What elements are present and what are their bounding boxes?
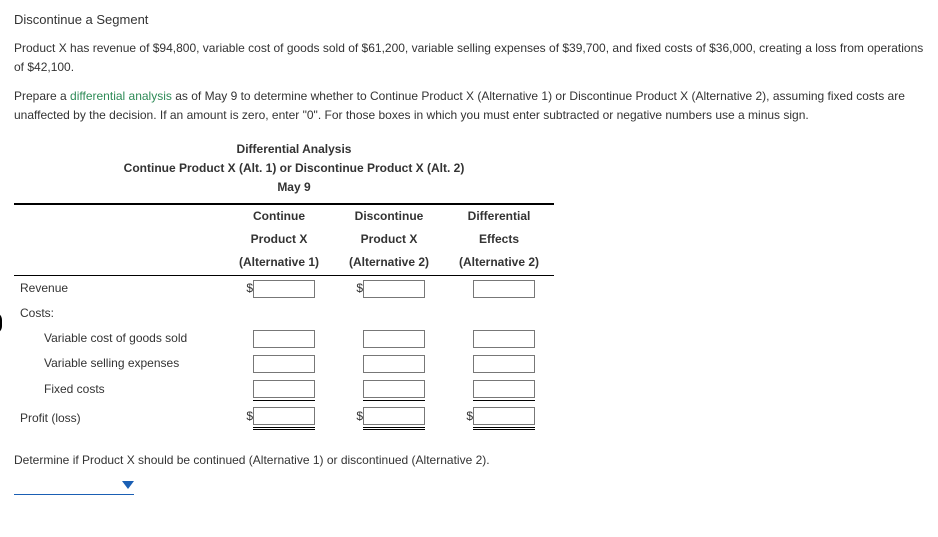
col2-line1: Discontinue xyxy=(334,204,444,228)
revenue-diff-input[interactable] xyxy=(473,280,535,298)
col3-line2: Effects xyxy=(444,228,554,251)
spacer xyxy=(463,279,473,298)
row-revenue-label: Revenue xyxy=(14,275,224,301)
fixed-alt1-input[interactable] xyxy=(253,380,315,398)
dollar-sign: $ xyxy=(463,407,473,426)
dollar-sign: $ xyxy=(243,407,253,426)
instr-pre: Prepare a xyxy=(14,89,70,103)
profit-alt2-input[interactable] xyxy=(363,407,425,425)
analysis-date: May 9 xyxy=(14,178,574,197)
vsell-alt2-input[interactable] xyxy=(363,355,425,373)
profit-alt1-input[interactable] xyxy=(253,407,315,425)
fixed-alt2-input[interactable] xyxy=(363,380,425,398)
col2-line2: Product X xyxy=(334,228,444,251)
row-vsell-label: Variable selling expenses xyxy=(14,351,224,376)
revenue-alt2-input[interactable] xyxy=(363,280,425,298)
col3-line3: (Alternative 2) xyxy=(444,251,554,275)
col3-line1: Differential xyxy=(444,204,554,228)
differential-analysis-link[interactable]: differential analysis xyxy=(70,89,172,103)
row-fixed-label: Fixed costs xyxy=(14,376,224,403)
fixed-diff-input[interactable] xyxy=(473,380,535,398)
vsell-diff-input[interactable] xyxy=(473,355,535,373)
dollar-sign: $ xyxy=(243,279,253,298)
determine-paragraph: Determine if Product X should be continu… xyxy=(14,451,924,470)
analysis-title-2: Continue Product X (Alt. 1) or Discontin… xyxy=(14,159,574,178)
vcogs-alt1-input[interactable] xyxy=(253,330,315,348)
vcogs-alt2-input[interactable] xyxy=(363,330,425,348)
intro-paragraph: Product X has revenue of $94,800, variab… xyxy=(14,39,924,77)
vsell-alt1-input[interactable] xyxy=(253,355,315,373)
analysis-table: Continue Discontinue Differential Produc… xyxy=(14,203,554,433)
analysis-block: Differential Analysis Continue Product X… xyxy=(14,140,924,433)
row-costs-label: Costs: xyxy=(14,301,224,326)
page-title: Discontinue a Segment xyxy=(14,10,924,31)
row-profit-label: Profit (loss) xyxy=(14,404,224,433)
row-vcogs-label: Variable cost of goods sold xyxy=(14,326,224,351)
dollar-sign: $ xyxy=(353,279,363,298)
col1-line3: (Alternative 1) xyxy=(224,251,334,275)
vcogs-diff-input[interactable] xyxy=(473,330,535,348)
col1-line1: Continue xyxy=(224,204,334,228)
analysis-title-1: Differential Analysis xyxy=(14,140,574,159)
profit-diff-input[interactable] xyxy=(473,407,535,425)
dollar-sign: $ xyxy=(353,407,363,426)
col2-line3: (Alternative 2) xyxy=(334,251,444,275)
side-marker xyxy=(0,312,2,334)
revenue-alt1-input[interactable] xyxy=(253,280,315,298)
chevron-down-icon xyxy=(122,481,134,491)
instructions-paragraph: Prepare a differential analysis as of Ma… xyxy=(14,87,924,125)
col1-line2: Product X xyxy=(224,228,334,251)
determine-dropdown[interactable] xyxy=(14,477,134,495)
